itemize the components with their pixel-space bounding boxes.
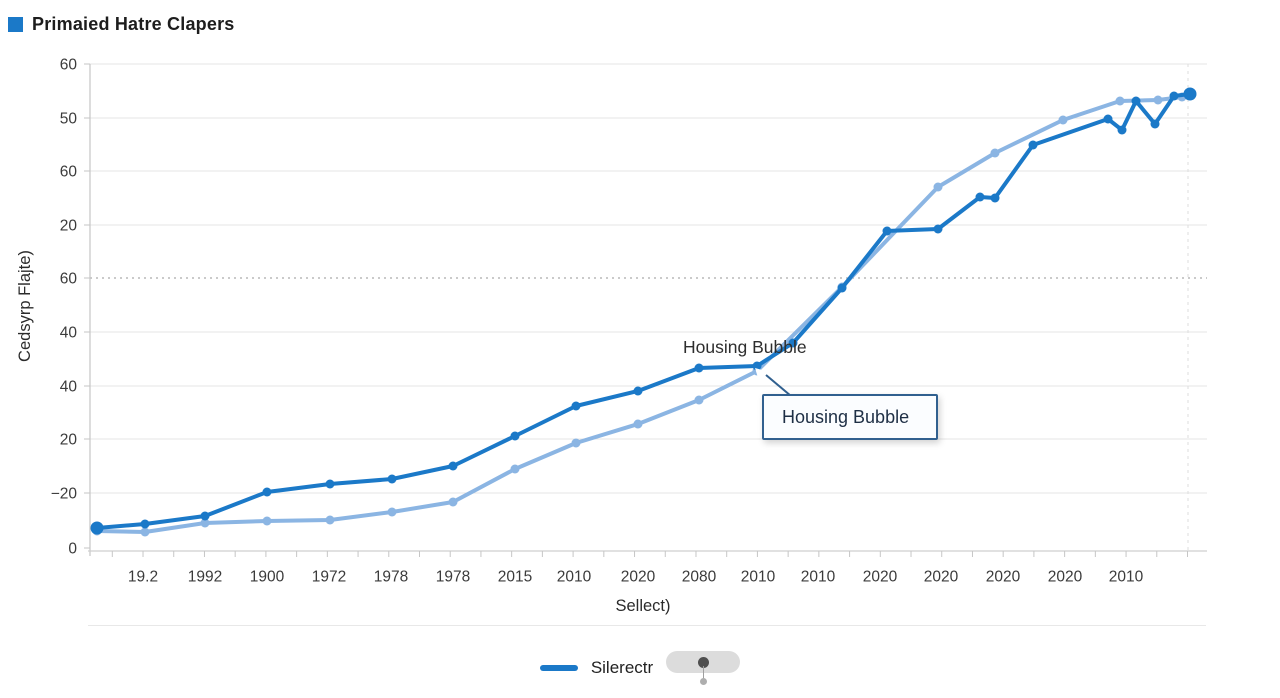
separator-line: [88, 625, 1206, 626]
chart-header: Primaied Hatre Clapers: [8, 14, 235, 35]
x-tick-label: 19.2: [128, 568, 158, 585]
scrubber-handle-icon[interactable]: [698, 657, 710, 668]
scrubber-stem: [703, 666, 705, 681]
x-tick-label: 2020: [621, 568, 656, 585]
series-color-swatch-icon: [8, 17, 23, 32]
series-1-point[interactable]: [990, 193, 1000, 203]
series-1-point[interactable]: [200, 511, 210, 521]
series-1-point[interactable]: [510, 431, 520, 441]
series-2-point[interactable]: [1115, 96, 1125, 106]
callout-layer: [755, 368, 792, 397]
series-1-point[interactable]: [1028, 140, 1038, 150]
series-2-point[interactable]: [510, 464, 520, 474]
series-2-point[interactable]: [387, 507, 397, 517]
series-2-point[interactable]: [140, 527, 150, 537]
chart-title: Primaied Hatre Clapers: [32, 14, 235, 34]
legend-item-label[interactable]: Silerectr: [590, 658, 654, 677]
series-2-point[interactable]: [1058, 115, 1068, 125]
series-2-point[interactable]: [448, 497, 458, 507]
series-1-point[interactable]: [837, 283, 847, 293]
y-tick-label: 50: [60, 110, 78, 127]
series-1-point[interactable]: [571, 401, 581, 411]
series-1-point[interactable]: [387, 474, 397, 484]
series-line-1: [95, 92, 1192, 530]
y-tick-label: 20: [60, 217, 78, 234]
series-1-point[interactable]: [1169, 91, 1179, 101]
series-1-point[interactable]: [975, 192, 985, 202]
x-tick-label: 2010: [557, 568, 592, 585]
series-1-point[interactable]: [1150, 119, 1160, 129]
series-1-point[interactable]: [1117, 125, 1127, 135]
x-tick-label: 1992: [188, 568, 222, 585]
x-tick-label: 2020: [863, 568, 898, 585]
x-tick-label: 2020: [1048, 568, 1083, 585]
x-tick-label: 2020: [924, 568, 959, 585]
x-tick-label: 2020: [986, 568, 1021, 585]
series-1-point[interactable]: [1183, 87, 1197, 101]
axis-layer: 60 50 60 20 60 40 40 20 −20 0 19.2 1992 1900 1972 1978…: [51, 56, 1207, 585]
callout-line: [765, 374, 792, 397]
x-tick-label: 1978: [436, 568, 470, 585]
series-1-point[interactable]: [1103, 114, 1113, 124]
y-tick-label: 60: [60, 163, 78, 180]
series-1-point[interactable]: [140, 519, 150, 529]
series-2-point[interactable]: [262, 516, 272, 526]
y-tick-label: 60: [60, 270, 78, 287]
y-tick-label: 0: [68, 540, 77, 557]
x-tick-label: 2010: [801, 568, 836, 585]
y-tick-label: 40: [60, 378, 78, 395]
callout-wedge: [755, 368, 769, 381]
tooltip: Housing Bubble: [762, 394, 938, 440]
tooltip-text: Housing Bubble: [782, 406, 910, 427]
series-1-point[interactable]: [933, 224, 943, 234]
x-tick-label: 2010: [1109, 568, 1144, 585]
series-1-point[interactable]: [448, 461, 458, 471]
annotation-label: Housing Bubble: [683, 337, 807, 357]
y-axis-title: Cedsyrp Flajte): [16, 250, 34, 362]
series-1-point[interactable]: [633, 386, 643, 396]
series-2-point[interactable]: [571, 438, 581, 448]
series-1-point[interactable]: [262, 487, 272, 497]
x-tick-label: 1978: [374, 568, 408, 585]
series-1-point[interactable]: [752, 361, 762, 371]
legend-line-swatch-icon: [539, 665, 578, 671]
legend-scrubber[interactable]: [666, 648, 741, 688]
series-2-point[interactable]: [990, 148, 1000, 158]
series-1-point[interactable]: [1131, 96, 1141, 106]
series-2-point[interactable]: [1153, 95, 1163, 105]
series-1-point[interactable]: [882, 226, 892, 236]
y-tick-label: 20: [60, 431, 78, 448]
x-tick-label: 1972: [312, 568, 346, 585]
series-1-point[interactable]: [694, 363, 704, 373]
series-2-point[interactable]: [200, 518, 210, 528]
series-2-point[interactable]: [633, 419, 643, 429]
scrubber-dot-icon: [700, 678, 708, 685]
x-tick-label: 2010: [741, 568, 776, 585]
series-1-point[interactable]: [788, 338, 798, 348]
y-tick-label: 40: [60, 324, 78, 341]
x-tick-label: 1900: [250, 568, 285, 585]
series-layer: [90, 87, 1197, 537]
series-2-point[interactable]: [694, 395, 704, 405]
y-tick-label: 60: [60, 56, 78, 73]
grid-layer: [90, 63, 1207, 551]
series-1-point[interactable]: [90, 521, 104, 535]
x-axis-title: Sellect): [615, 597, 670, 615]
legend: Silerectr: [0, 648, 1280, 688]
series-2-point[interactable]: [933, 182, 943, 192]
chart-canvas: 60 50 60 20 60 40 40 20 −20 0 19.2 1992 1900 1972 1978…: [16, 56, 1207, 615]
x-tick-label: 2080: [682, 568, 717, 585]
y-tick-label: −20: [51, 485, 78, 502]
series-1-point[interactable]: [325, 479, 335, 489]
x-tick-label: 2015: [498, 568, 532, 585]
series-2-point[interactable]: [325, 515, 335, 525]
